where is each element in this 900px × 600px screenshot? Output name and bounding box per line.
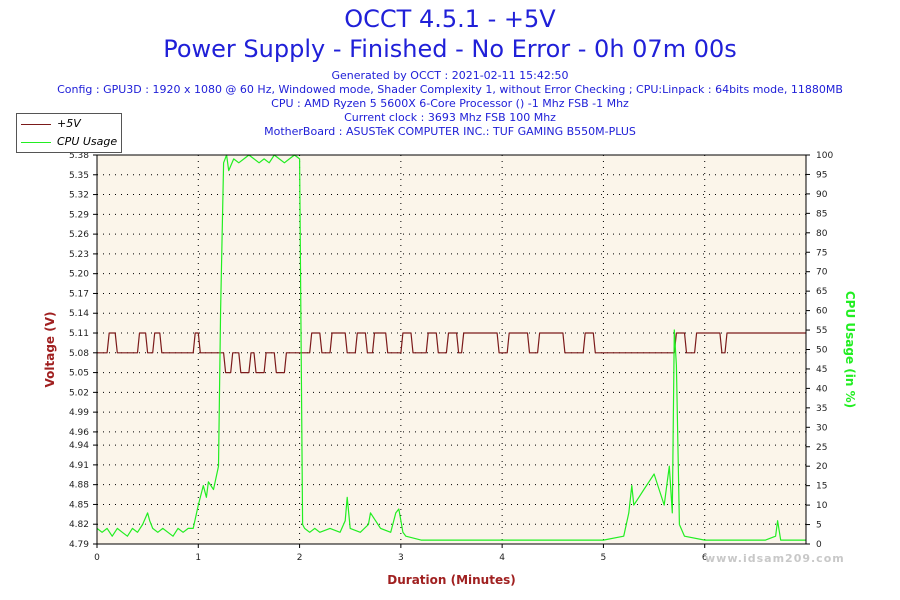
legend-swatch-voltage [21,124,51,125]
left-tick-label: 5.20 [69,270,89,280]
legend-label-voltage: +5V [57,117,81,130]
left-tick-label: 4.79 [69,540,89,550]
x-axis-title: Duration (Minutes) [387,573,515,587]
left-tick-label: 5.17 [69,289,89,299]
right-tick-label: 5 [816,521,822,531]
info-motherboard: MotherBoard : ASUSTeK COMPUTER INC.: TUF… [264,125,636,138]
left-tick-label: 5.26 [69,230,89,240]
right-tick-label: 85 [816,209,827,219]
right-tick-label: 20 [816,462,828,472]
left-tick-label: 4.94 [69,441,89,451]
watermark: www.idsam209.com [705,552,845,565]
right-tick-label: 30 [816,423,828,433]
chart-subtitle: Power Supply - Finished - No Error - 0h … [163,35,737,63]
y-axis-title-left: Voltage (V) [43,312,57,388]
left-tick-label: 5.14 [69,309,89,319]
left-tick-label: 4.99 [69,408,89,418]
y-axis-title-right: CPU Usage (in %) [843,291,857,408]
right-tick-label: 10 [816,501,828,511]
bottom-tick-label: 0 [94,553,100,563]
series-line-voltage [97,332,806,374]
left-tick-label: 5.35 [69,171,89,181]
bottom-tick-label: 5 [601,553,607,563]
right-tick-label: 70 [816,268,828,278]
right-tick-label: 35 [816,404,827,414]
bottom-tick-label: 1 [195,553,201,563]
left-tick-label: 5.05 [69,369,89,379]
left-tick-label: 5.23 [69,250,89,260]
right-tick-label: 55 [816,326,827,336]
left-tick-label: 4.91 [69,461,89,471]
right-tick-label: 95 [816,170,827,180]
chart-title: OCCT 4.5.1 - +5V [344,5,556,33]
info-config: Config : GPU3D : 1920 x 1080 @ 60 Hz, Wi… [57,83,843,96]
bottom-tick-label: 6 [702,553,708,563]
right-tick-label: 40 [816,384,828,394]
info-cpu: CPU : AMD Ryzen 5 5600X 6-Core Processor… [271,97,629,110]
left-tick-label: 4.96 [69,428,89,438]
info-clock: Current clock : 3693 Mhz FSB 100 Mhz [344,111,556,124]
right-tick-label: 100 [816,151,833,161]
right-tick-label: 60 [816,307,828,317]
left-tick-label: 5.02 [69,388,89,398]
right-tick-label: 90 [816,190,828,200]
right-tick-label: 80 [816,229,828,239]
bottom-tick-label: 2 [297,553,303,563]
left-tick-label: 5.08 [69,349,89,359]
left-tick-label: 4.82 [69,520,89,530]
left-tick-label: 5.32 [69,191,89,201]
right-tick-label: 75 [816,248,827,258]
left-tick-label: 4.85 [69,500,89,510]
left-tick-label: 5.38 [69,151,89,161]
chart-legend: +5V CPU Usage [16,113,122,153]
info-generated: Generated by OCCT : 2021-02-11 15:42:50 [331,69,569,82]
right-tick-label: 50 [816,346,828,356]
left-tick-label: 5.29 [69,210,89,220]
right-tick-label: 0 [816,540,822,550]
series-line-cpu [96,154,806,541]
legend-swatch-cpu [21,142,51,143]
right-tick-label: 45 [816,365,827,375]
plot-frame [96,154,807,545]
right-tick-label: 15 [816,482,827,492]
legend-label-cpu: CPU Usage [57,135,118,148]
bottom-tick-label: 4 [499,553,505,563]
right-tick-label: 65 [816,287,827,297]
right-tick-label: 25 [816,443,827,453]
left-tick-label: 4.88 [69,481,89,491]
bottom-tick-label: 3 [398,553,404,563]
left-tick-label: 5.11 [69,329,89,339]
